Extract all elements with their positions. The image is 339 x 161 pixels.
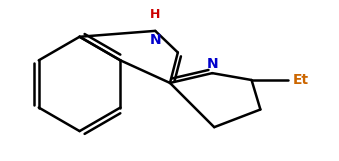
Text: H: H	[150, 8, 160, 21]
Text: N: N	[149, 33, 161, 47]
Text: Et: Et	[293, 73, 309, 87]
Text: N: N	[206, 57, 218, 71]
